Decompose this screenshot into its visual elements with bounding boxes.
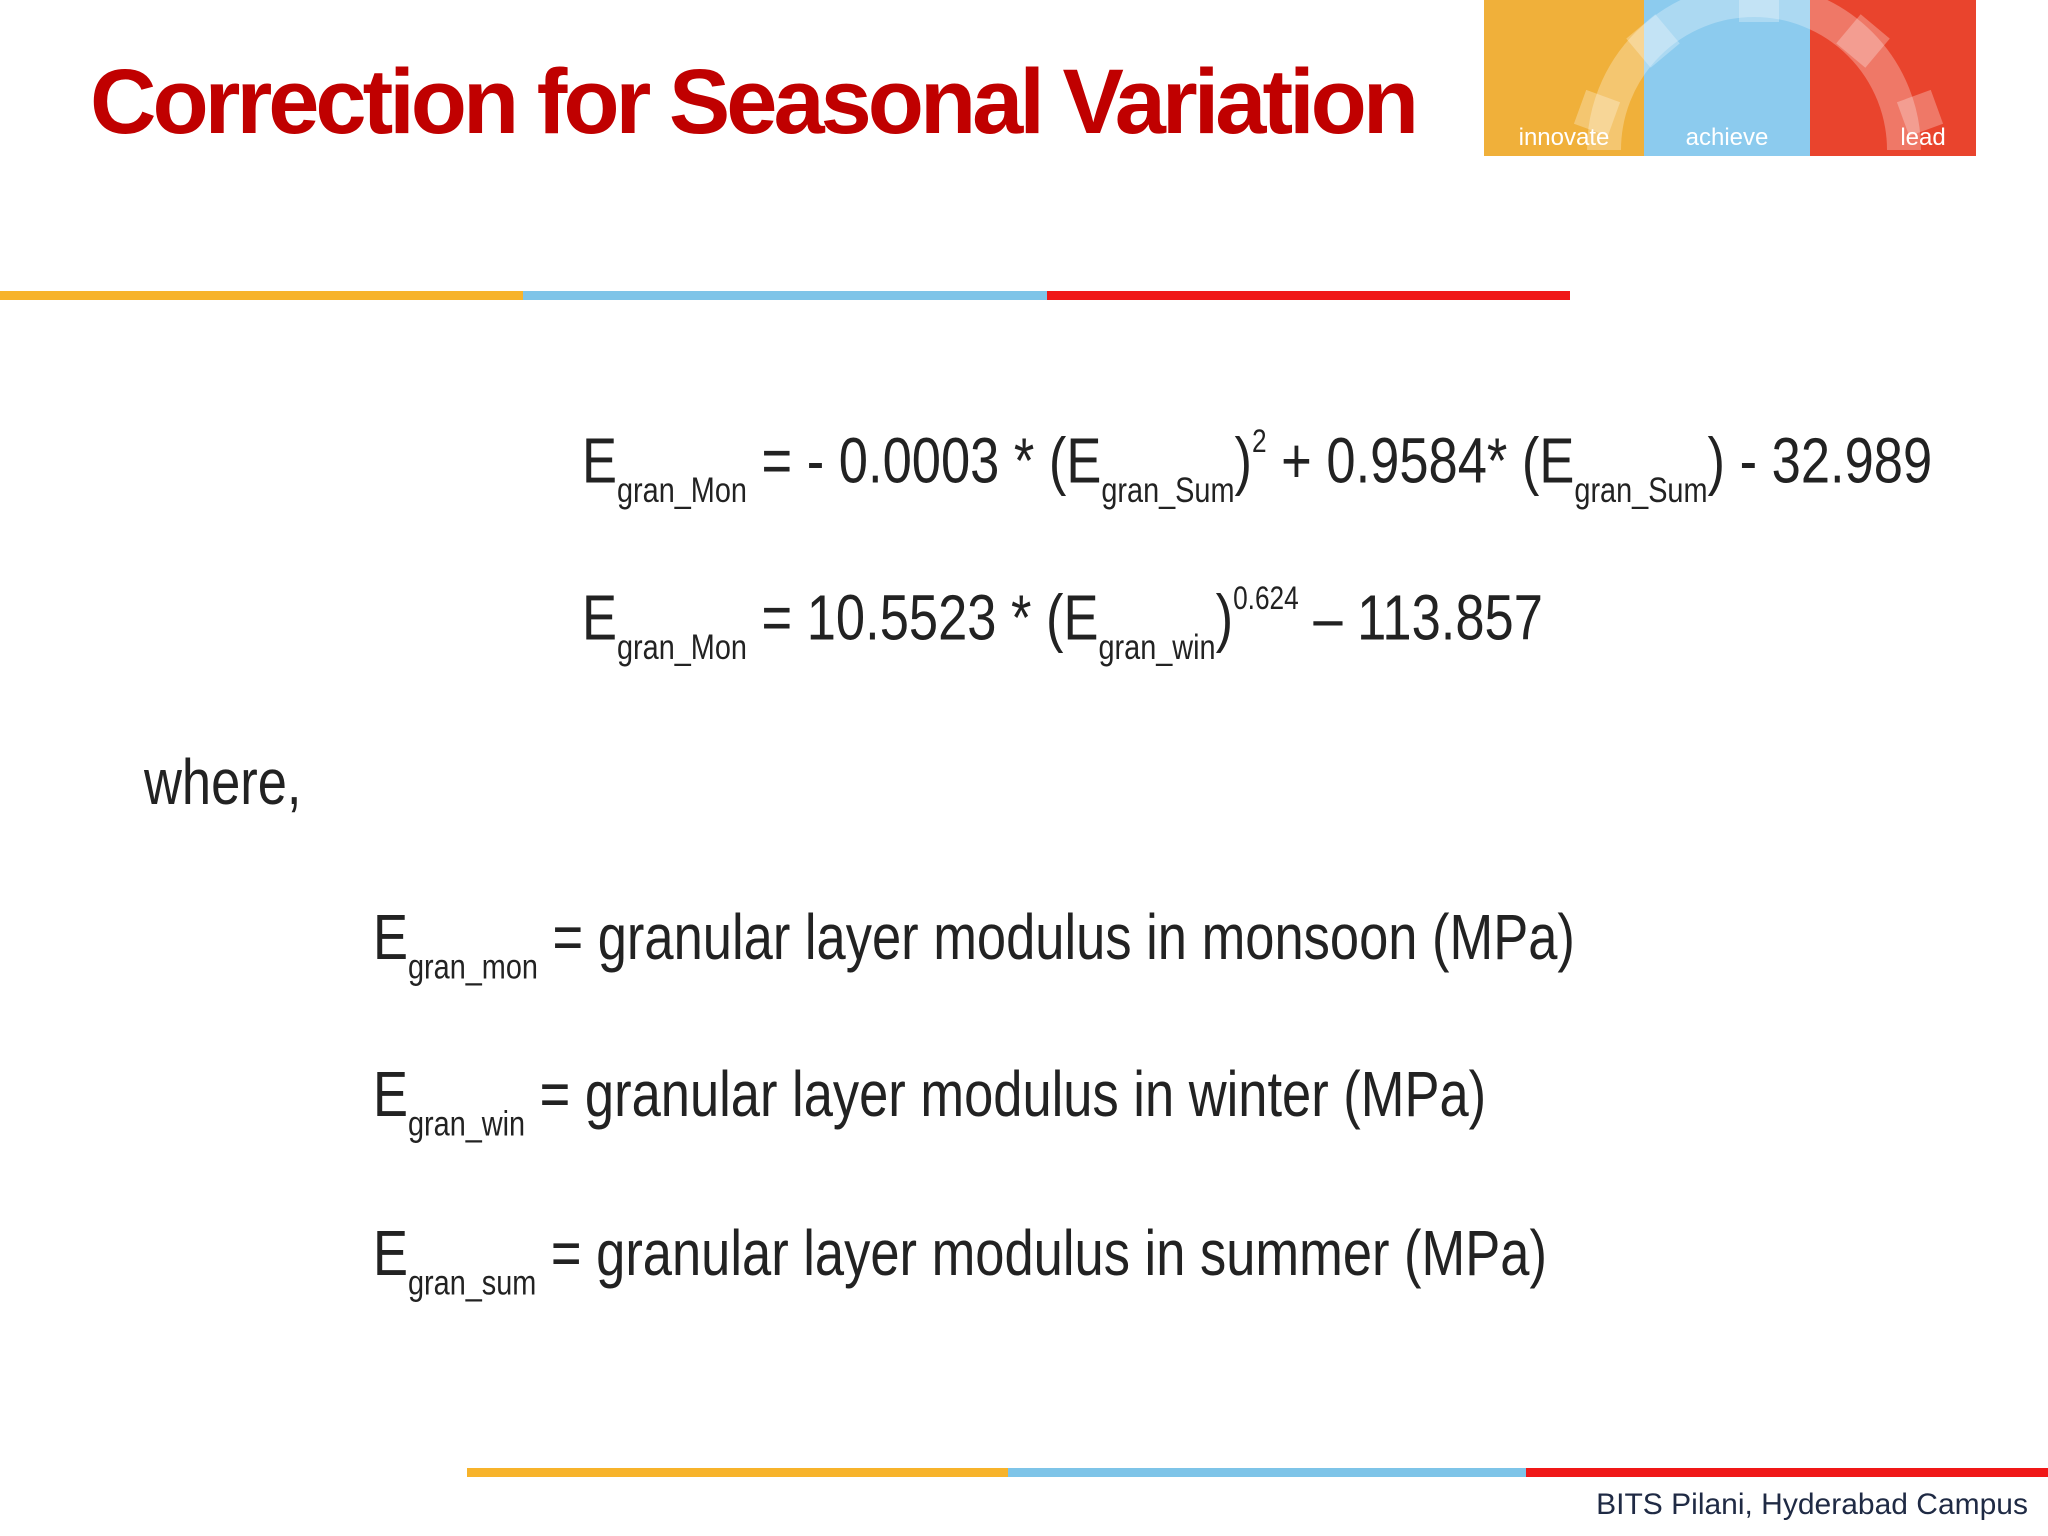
- logo-word-innovate: innovate: [1518, 124, 1610, 151]
- stripe-segment-red: [1526, 1468, 2048, 1477]
- bits-logo: innovate achieve lead: [1484, 0, 1976, 156]
- stripe-segment-blue: [523, 291, 1047, 300]
- footer-campus-label: BITS Pilani, Hyderabad Campus: [1596, 1488, 2028, 1521]
- equation-monsoon-from-summer: Egran_Mon = - 0.0003 * (Egran_Sum)2 + 0.…: [582, 423, 1933, 510]
- definition-winter: Egran_win = granular layer modulus in wi…: [373, 1058, 1487, 1144]
- logo-segment-lead: lead: [1810, 0, 1976, 156]
- definition-summer: Egran_sum = granular layer modulus in su…: [373, 1217, 1547, 1303]
- where-label: where,: [144, 746, 302, 818]
- stripe-segment-red: [1046, 291, 1570, 300]
- definition-monsoon: Egran_mon = granular layer modulus in mo…: [373, 901, 1575, 987]
- bottom-divider-stripe: [467, 1468, 2048, 1477]
- logo-segment-achieve: achieve: [1644, 0, 1810, 156]
- slide-title: Correction for Seasonal Variation: [90, 51, 1419, 153]
- top-divider-stripe: [0, 291, 1570, 300]
- logo-word-lead: lead: [1900, 124, 1946, 151]
- logo-word-achieve: achieve: [1685, 124, 1769, 151]
- stripe-segment-blue: [1008, 1468, 1526, 1477]
- stripe-segment-orange: [0, 291, 524, 300]
- logo-segment-innovate: innovate: [1484, 0, 1644, 156]
- stripe-segment-orange: [467, 1468, 1008, 1477]
- equation-monsoon-from-winter: Egran_Mon = 10.5523 * (Egran_win)0.624 –…: [582, 580, 1543, 667]
